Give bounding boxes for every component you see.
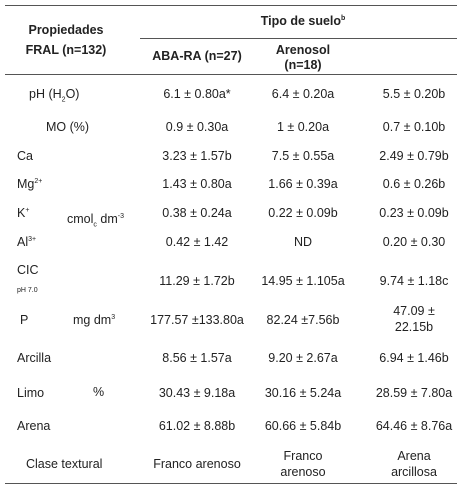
- header-propiedades: Propiedades: [28, 23, 104, 37]
- cell-limo-1: 30.43 ± 9.18a: [158, 386, 236, 400]
- unit-mg-dm3: mg dm3: [73, 313, 116, 327]
- row-label-k: K+: [17, 206, 30, 220]
- unit-percent: %: [93, 385, 105, 399]
- cell-clase-2b: arenoso: [280, 465, 326, 479]
- row-label-mg: Mg2+: [17, 177, 43, 191]
- cell-cic-1: 11.29 ± 1.72b: [159, 274, 235, 288]
- cell-p-3b: 22.15b: [394, 320, 434, 334]
- cell-k-1: 0.38 ± 0.24a: [162, 206, 232, 220]
- cell-p-3a: 47.09 ±: [393, 304, 435, 318]
- cell-ph-1: 6.1 ± 0.80a*: [163, 87, 231, 101]
- cell-mg-1: 1.43 ± 0.80a: [162, 177, 232, 191]
- cell-mg-3: 0.6 ± 0.26b: [382, 177, 446, 191]
- cell-k-3: 0.23 ± 0.09b: [379, 206, 449, 220]
- cell-p-1: 177.57 ±133.80a: [150, 313, 244, 327]
- cell-arena-1: 61.02 ± 8.88b: [158, 419, 236, 433]
- group-rule: [140, 38, 457, 39]
- cell-cic-3: 9.74 ± 1.18c: [379, 274, 449, 288]
- row-label-ph: pH (H2O): [29, 87, 80, 104]
- row-label-arcilla: Arcilla: [17, 351, 52, 365]
- row-label-ca: Ca: [17, 149, 33, 163]
- header-fral: FRAL (n=132): [25, 43, 107, 57]
- cell-limo-3: 28.59 ± 7.80a: [375, 386, 453, 400]
- cell-k-2: 0.22 ± 0.09b: [268, 206, 338, 220]
- cell-al-3: 0.20 ± 0.30: [382, 235, 446, 249]
- cell-clase-3a: Arena: [397, 449, 431, 463]
- cell-arena-3: 64.46 ± 8.76a: [375, 419, 453, 433]
- row-label-clase: Clase textural: [26, 457, 103, 471]
- cell-arena-2: 60.66 ± 5.84b: [264, 419, 342, 433]
- header-rule: [5, 74, 457, 75]
- cell-ca-1: 3.23 ± 1.57b: [162, 149, 232, 163]
- row-label-p: P: [20, 313, 29, 327]
- row-label-cic: CIC: [17, 263, 39, 277]
- cell-clase-1: Franco arenoso: [153, 457, 241, 471]
- cell-ca-3: 2.49 ± 0.79b: [379, 149, 449, 163]
- cell-arcilla-1: 8.56 ± 1.57a: [162, 351, 232, 365]
- row-label-limo: Limo: [17, 386, 45, 400]
- cell-mo-1: 0.9 ± 0.30a: [165, 120, 229, 134]
- cell-p-2: 82.24 ±7.56b: [266, 313, 340, 327]
- unit-cmol: cmolc dm-3: [67, 212, 124, 229]
- row-label-cic-ph: pH 7.0: [17, 287, 38, 294]
- header-tipo-de-suelo: Tipo de suelob: [260, 14, 346, 28]
- cell-al-2: ND: [293, 235, 313, 249]
- row-label-mo: MO (%): [46, 120, 90, 134]
- cell-ca-2: 7.5 ± 0.55a: [271, 149, 335, 163]
- cell-mo-3: 0.7 ± 0.10b: [382, 120, 446, 134]
- cell-limo-2: 30.16 ± 5.24a: [264, 386, 342, 400]
- cell-al-1: 0.42 ± 1.42: [165, 235, 229, 249]
- cell-ph-2: 6.4 ± 0.20a: [271, 87, 335, 101]
- top-rule: [5, 5, 457, 6]
- row-label-arena: Arena: [17, 419, 51, 433]
- bottom-rule: [5, 483, 457, 484]
- cell-arcilla-2: 9.20 ± 2.67a: [268, 351, 338, 365]
- cell-arcilla-3: 6.94 ± 1.46b: [379, 351, 449, 365]
- cell-mo-2: 1 ± 0.20a: [276, 120, 330, 134]
- header-aba-ra: ABA-RA (n=27): [152, 49, 242, 63]
- cell-clase-2a: Franco: [283, 449, 323, 463]
- cell-cic-2: 14.95 ± 1.105a: [261, 274, 345, 288]
- cell-clase-3b: arcillosa: [391, 465, 437, 479]
- header-arenosol-n: (n=18): [284, 58, 322, 72]
- row-label-al: Al3+: [17, 235, 37, 249]
- cell-mg-2: 1.66 ± 0.39a: [268, 177, 338, 191]
- cell-ph-3: 5.5 ± 0.20b: [382, 87, 446, 101]
- header-arenosol: Arenosol: [275, 43, 331, 57]
